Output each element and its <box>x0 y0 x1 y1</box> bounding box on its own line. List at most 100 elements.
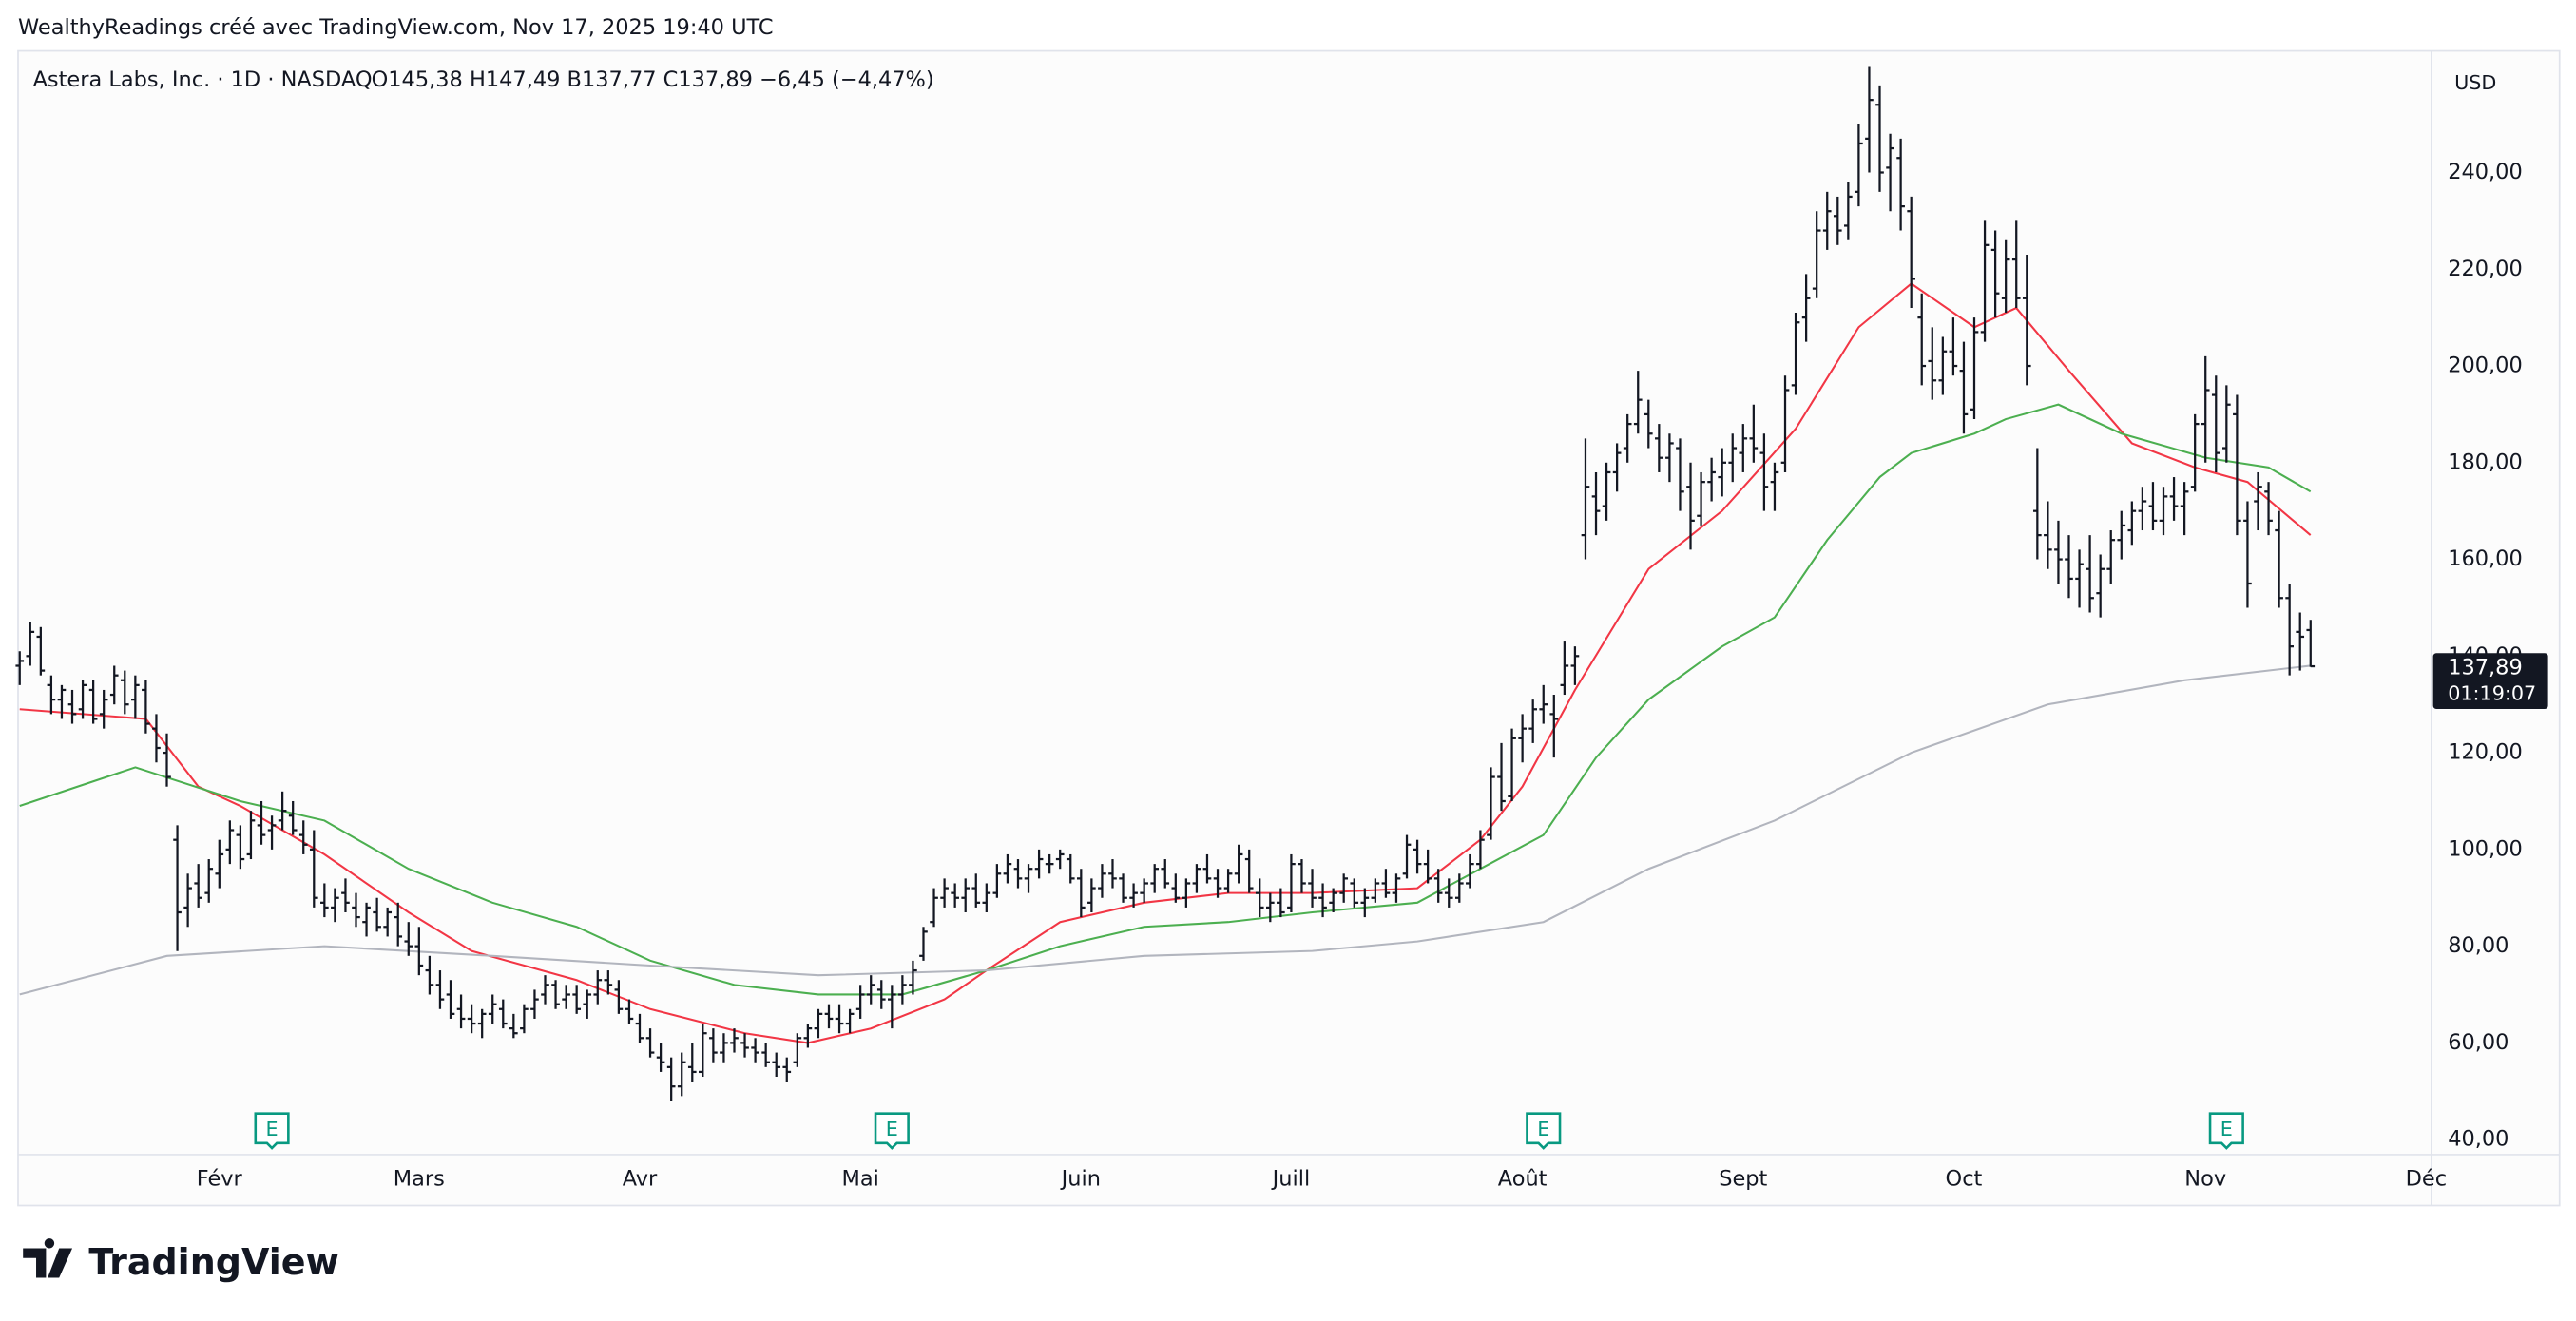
ohlc-bar <box>1140 878 1148 903</box>
ohlc-bar <box>1770 462 1779 511</box>
ohlc-bar <box>1886 133 1894 212</box>
ohlc-bar <box>246 811 256 860</box>
ohlc-bar <box>835 1004 844 1034</box>
chart-frame <box>17 49 2561 1207</box>
ohlc-bar <box>583 989 592 1019</box>
last-price-box <box>2432 653 2548 709</box>
ohlc-bar <box>520 1004 529 1034</box>
ohlc-bar <box>1423 849 1432 884</box>
earnings-badge <box>254 1112 290 1150</box>
x-tick-label: Mai <box>841 1166 878 1191</box>
logo: TradingView <box>23 1238 339 1283</box>
ohlc-bar <box>2096 554 2105 618</box>
ohlc-bar <box>1402 834 1412 879</box>
ohlc-bar <box>1801 274 1811 342</box>
ohlc-bar <box>1749 404 1759 463</box>
ohlc-bar <box>2033 448 2042 560</box>
ohlc-bar <box>194 864 202 908</box>
x-tick-label: Oct <box>1946 1166 1983 1191</box>
ohlc-bar <box>824 1004 834 1029</box>
ohlc-bar <box>1360 888 1370 918</box>
logo-icon <box>23 1238 73 1278</box>
ohlc-bar <box>1718 448 1727 497</box>
ohlc-bar <box>1508 728 1516 801</box>
ohlc-bar <box>551 980 560 1009</box>
ohlc-bar <box>1265 892 1275 923</box>
ohlc-bar <box>1570 646 1580 685</box>
ohlc-bar <box>173 825 182 951</box>
ohlc-bar <box>362 902 371 937</box>
x-tick-label: Juill <box>1271 1166 1311 1191</box>
ohlc-bar <box>730 1028 739 1053</box>
ohlc-bar <box>225 820 235 865</box>
ohlc-bar <box>1003 853 1012 884</box>
ohlc-bar <box>2127 501 2137 546</box>
ohlc-bar <box>1087 878 1096 913</box>
ohlc-bar <box>1055 849 1065 870</box>
ohlc-bar <box>341 878 350 913</box>
ohlc-bar <box>2086 535 2094 613</box>
ohlc-bar <box>36 626 46 676</box>
ohlc-bar <box>1633 371 1643 434</box>
ohlc-bar <box>425 955 434 995</box>
ohlc-bar <box>1013 859 1023 889</box>
ohlc-bar <box>15 651 25 685</box>
ohlc-bar <box>320 883 329 918</box>
ohlc-bar <box>2148 482 2158 531</box>
plot-area <box>15 66 2316 1101</box>
ohlc-bar <box>1949 317 1958 376</box>
ohlc-bar <box>1255 878 1264 918</box>
ohlc-bar <box>2169 477 2179 521</box>
ohlc-bar <box>1928 327 1937 400</box>
y-tick-label: 240,00 <box>2448 160 2523 184</box>
ohlc-bar <box>1907 196 1915 308</box>
ohlc-bar <box>635 1013 644 1043</box>
ohlc-bar <box>1822 191 1832 250</box>
ohlc-bar <box>982 883 991 913</box>
ohlc-bar <box>1350 878 1359 908</box>
ohlc-bar <box>2159 487 2168 536</box>
ohlc-bar <box>309 830 318 908</box>
ohlc-bar <box>2138 487 2147 531</box>
ohlc-bar <box>1812 211 1821 298</box>
ohlc-bar <box>677 1052 686 1097</box>
ohlc-bar <box>1045 853 1054 874</box>
ohlc-bar <box>855 985 865 1019</box>
x-tick-label: Déc <box>2406 1166 2447 1191</box>
earnings-label: E <box>1537 1118 1549 1140</box>
ohlc-bar <box>88 680 98 724</box>
y-tick-label: 80,00 <box>2448 933 2509 958</box>
ohlc-bar <box>645 1028 655 1058</box>
ohlc-bar <box>961 878 971 913</box>
earnings-marker: E <box>874 1112 910 1150</box>
ohlc-bar <box>1990 230 2000 318</box>
ohlc-bar <box>1213 869 1222 898</box>
moving-average <box>19 403 2312 996</box>
ohlc-bar <box>1707 457 1716 502</box>
ohlc-bar <box>67 689 77 724</box>
ohlc-bar <box>204 859 214 903</box>
ohlc-bar <box>131 675 140 719</box>
ohlc-bar <box>541 975 549 1005</box>
ohlc-bar <box>530 989 539 1019</box>
ohlc-bar <box>1244 849 1254 893</box>
ohlc-bar <box>1466 853 1474 889</box>
ohlc-bar <box>298 820 308 854</box>
ohlc-bar <box>288 800 298 835</box>
ohlc-bar <box>435 970 445 1009</box>
ohlc-bar <box>2211 375 2220 472</box>
ohlc-bar <box>1318 883 1327 918</box>
ohlc-bar <box>1549 695 1559 758</box>
ohlc-bar <box>2106 530 2116 584</box>
ohlc-bar <box>888 985 896 1029</box>
earnings-badge <box>874 1112 910 1150</box>
ohlc-bar <box>1108 859 1117 889</box>
ohlc-bar <box>1612 443 1622 492</box>
ohlc-bar <box>1329 888 1337 913</box>
ohlc-bar <box>2264 482 2273 536</box>
ohlc-bar <box>2044 501 2052 569</box>
ohlc-bar <box>1623 413 1632 463</box>
ohlc-bar <box>2243 501 2252 608</box>
y-tick-label: 120,00 <box>2448 740 2523 765</box>
